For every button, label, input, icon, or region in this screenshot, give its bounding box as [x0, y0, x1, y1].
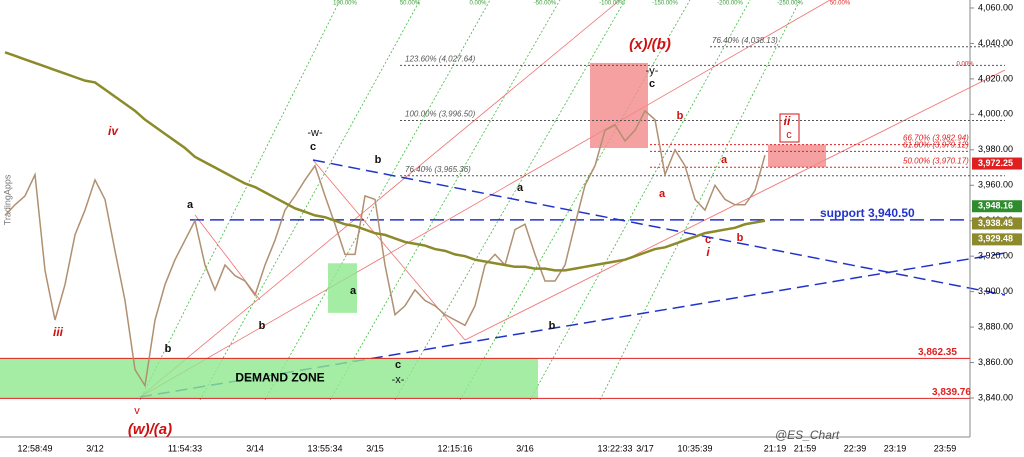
wave-label: iii [53, 325, 64, 339]
fan-label: 50.00% [830, 1, 851, 7]
wave-label: b [737, 232, 744, 244]
brand: TradingApps [2, 174, 12, 225]
level-label: support 3,940.50 [820, 206, 915, 220]
fan-label: 0.00% [469, 1, 487, 7]
y-tick-label: 3,960.00 [978, 180, 1013, 190]
x-tick-label: 22:39 [844, 443, 867, 453]
wave-label: c [649, 78, 655, 90]
zone [328, 263, 357, 313]
wave-label: c [705, 234, 711, 246]
wave-label: ii [784, 114, 791, 128]
price-line [4, 109, 766, 388]
wave-label: a [721, 154, 728, 166]
wave-label: a [659, 188, 666, 200]
level-label: 3,839.76 [932, 387, 971, 398]
y-tick-label: 3,840.00 [978, 392, 1013, 402]
x-tick-label: 3/15 [366, 443, 384, 453]
price-tag [972, 217, 1022, 230]
y-tick-label: 3,900.00 [978, 286, 1013, 296]
x-tick-label: 23:59 [934, 443, 957, 453]
x-tick-label: 23:19 [884, 443, 907, 453]
label-box [779, 113, 800, 143]
wave-label: b [549, 320, 556, 332]
zone [590, 62, 648, 149]
y-tick-label: 3,920.00 [978, 251, 1013, 261]
y-tick-label: 4,040.00 [978, 38, 1013, 48]
x-tick-label: 13:55:34 [307, 443, 342, 453]
price-tag [972, 233, 1022, 246]
wave-label: v [134, 405, 140, 417]
x-tick-label: 12:58:49 [17, 443, 52, 453]
fan-lines [139, 0, 801, 401]
zone [0, 358, 538, 399]
level-label: 61.80% (3,979.12) [903, 140, 969, 149]
fan-label: -50.00% [534, 1, 557, 7]
wave-label: a [187, 199, 194, 211]
wave-label: b [165, 343, 172, 355]
y-tick-label: 3,980.00 [978, 144, 1013, 154]
wave-label: b [375, 154, 382, 166]
wave-label: c [786, 129, 792, 141]
watermark: @ES_Chart [775, 428, 840, 442]
price-tag-label: 3,948.16 [978, 201, 1013, 211]
fan-label: -250.00% [777, 1, 803, 7]
level-label: 100.00% (3,996.50) [405, 110, 476, 119]
x-tick-label: 10:35:39 [677, 443, 712, 453]
y-tick-label: 3,860.00 [978, 357, 1013, 367]
x-tick-label: 3/17 [636, 443, 654, 453]
price-tag-label: 3,972.25 [978, 158, 1013, 168]
x-tick-label: 21:59 [794, 443, 817, 453]
level-label: 50.00% (3,970.17) [903, 156, 969, 165]
x-tick-label: 21:19 [764, 443, 787, 453]
level-label: 66.70% (3,982.94) [903, 134, 969, 143]
fan-label: 0.00% [956, 62, 974, 68]
y-tick-label: 4,020.00 [978, 73, 1013, 83]
wave-label: -w- [307, 127, 323, 139]
y-tick-label: 3,880.00 [978, 321, 1013, 331]
x-tick-label: 13:22:33 [597, 443, 632, 453]
level-label: 76.40% (3,965.36) [405, 165, 471, 174]
price-tag-label: 3,938.45 [978, 218, 1013, 228]
y-tick-label: 4,060.00 [978, 2, 1013, 12]
price-tag [972, 157, 1022, 170]
price-tag [972, 200, 1022, 213]
fan-label: -100.00% [599, 1, 625, 7]
fan-label: 50.00% [400, 1, 421, 7]
level-label: 76.40% (4,038.13) [712, 36, 778, 45]
y-tick-label: 4,000.00 [978, 109, 1013, 119]
wave-label: i [706, 245, 710, 259]
x-tick-label: 12:15:16 [437, 443, 472, 453]
fan-label: 100.00% [333, 1, 357, 7]
wave-label: c [310, 141, 316, 153]
fan-label: -200.00% [717, 1, 743, 7]
level-label: 123.60% (4,027.64) [405, 54, 476, 63]
x-tick-label: 11:54:33 [168, 443, 202, 453]
wave-label: -x- [392, 374, 405, 386]
wave-label: a [517, 182, 524, 194]
wave-label: iv [108, 124, 119, 138]
wave-label: -y- [646, 65, 659, 77]
wave-label: c [395, 359, 401, 371]
x-tick-label: 3/16 [516, 443, 534, 453]
wave-label: b [677, 110, 684, 122]
zone [768, 144, 826, 168]
level-label: 3,862.35 [918, 347, 957, 358]
x-tick-label: 3/14 [246, 443, 264, 453]
price-tag-label: 3,929.48 [978, 234, 1013, 244]
x-tick-label: 3/12 [86, 443, 104, 453]
wave-label: (x)/(b) [629, 36, 671, 53]
moving-average [4, 51, 766, 272]
wave-label: a [350, 285, 357, 297]
fan-label: -150.00% [652, 1, 678, 7]
zone-label: DEMAND ZONE [235, 371, 324, 385]
wave-label: b [259, 320, 266, 332]
wave-label: (w)/(a) [128, 421, 172, 438]
